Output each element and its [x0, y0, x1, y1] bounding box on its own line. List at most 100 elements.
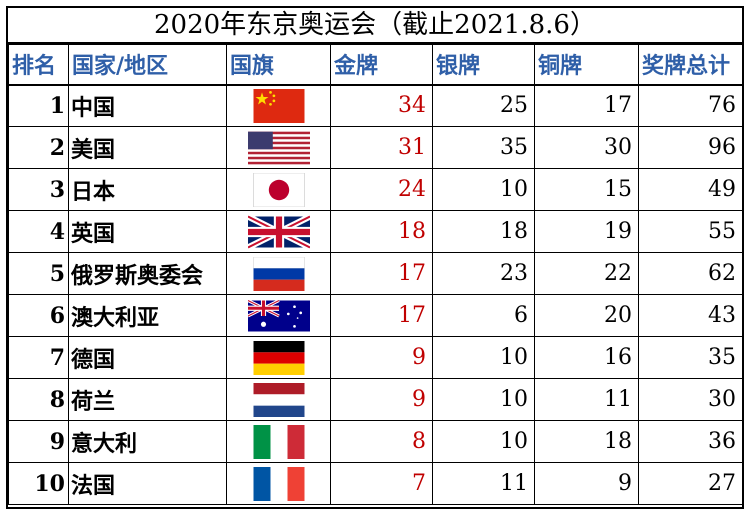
- total-cell: 62: [638, 252, 743, 295]
- rank-cell: 7: [8, 336, 69, 379]
- bronze-cell: 11: [534, 378, 639, 421]
- table-row: 5 俄罗斯奥委会 17 23 22 62: [8, 252, 743, 295]
- silver-cell: 18: [432, 210, 535, 253]
- silver-cell: 35: [432, 126, 535, 169]
- table-header-row: 排名 国家/地区 国旗 金牌 银牌 铜牌 奖牌总计: [8, 44, 743, 86]
- gold-cell: 8: [330, 420, 433, 463]
- country-cell: 法国: [68, 462, 227, 505]
- total-cell: 43: [638, 294, 743, 337]
- bronze-cell: 15: [534, 168, 639, 211]
- flag-cell: [226, 420, 331, 463]
- bronze-cell: 22: [534, 252, 639, 295]
- rank-cell: 3: [8, 168, 69, 211]
- rank-cell: 9: [8, 420, 69, 463]
- table-row: 9 意大利 8 10 18 36: [8, 420, 743, 463]
- country-cell: 日本: [68, 168, 227, 211]
- netherlands-flag-icon: [248, 382, 310, 417]
- bronze-cell: 9: [534, 462, 639, 505]
- country-cell: 英国: [68, 210, 227, 253]
- silver-cell: 10: [432, 168, 535, 211]
- total-cell: 36: [638, 420, 743, 463]
- flag-cell: [226, 168, 331, 211]
- gold-cell: 24: [330, 168, 433, 211]
- silver-cell: 25: [432, 84, 535, 127]
- bronze-cell: 19: [534, 210, 639, 253]
- table-row: 7 德国 9 10 16 35: [8, 336, 743, 379]
- bronze-cell: 30: [534, 126, 639, 169]
- silver-cell: 10: [432, 420, 535, 463]
- gold-cell: 34: [330, 84, 433, 127]
- total-cell: 30: [638, 378, 743, 421]
- rank-cell: 2: [8, 126, 69, 169]
- gold-cell: 9: [330, 336, 433, 379]
- bronze-cell: 17: [534, 84, 639, 127]
- country-cell: 中国: [68, 84, 227, 127]
- table-row: 4 英国 18 18 19 55: [8, 210, 743, 253]
- gold-cell: 31: [330, 126, 433, 169]
- header-silver: 银牌: [432, 44, 535, 86]
- russia-flag-icon: [248, 256, 310, 291]
- total-cell: 96: [638, 126, 743, 169]
- total-cell: 55: [638, 210, 743, 253]
- header-rank: 排名: [8, 44, 69, 86]
- silver-cell: 10: [432, 378, 535, 421]
- table-row: 2 美国 31 35 30 96: [8, 126, 743, 169]
- silver-cell: 10: [432, 336, 535, 379]
- gold-cell: 17: [330, 252, 433, 295]
- flag-cell: [226, 378, 331, 421]
- table-row: 1 中国 34 25 17 76: [8, 84, 743, 127]
- header-country: 国家/地区: [68, 44, 227, 86]
- country-cell: 俄罗斯奥委会: [68, 252, 227, 295]
- table-row: 8 荷兰 9 10 11 30: [8, 378, 743, 421]
- gold-cell: 7: [330, 462, 433, 505]
- country-cell: 荷兰: [68, 378, 227, 421]
- total-cell: 27: [638, 462, 743, 505]
- medal-table-sheet: 2020年东京奥运会（截止2021.8.6） 排名 国家/地区 国旗 金牌 银牌…: [6, 6, 744, 509]
- table-row: 10 法国 7 11 9 27: [8, 462, 743, 505]
- medal-table: 排名 国家/地区 国旗 金牌 银牌 铜牌 奖牌总计 1 中国 34 25 17 76 2 美国…: [8, 44, 743, 505]
- country-cell: 美国: [68, 126, 227, 169]
- total-cell: 35: [638, 336, 743, 379]
- rank-cell: 8: [8, 378, 69, 421]
- usa-flag-icon: [247, 131, 310, 165]
- china-flag-icon: [248, 88, 310, 123]
- rank-cell: 1: [8, 84, 69, 127]
- country-cell: 德国: [68, 336, 227, 379]
- silver-cell: 6: [432, 294, 535, 337]
- france-flag-icon: [248, 466, 310, 501]
- germany-flag-icon: [248, 340, 310, 375]
- japan-flag-icon: [248, 172, 310, 207]
- bronze-cell: 18: [534, 420, 639, 463]
- uk-flag-icon: [247, 214, 310, 249]
- australia-flag-icon: [247, 298, 310, 333]
- total-cell: 49: [638, 168, 743, 211]
- rank-cell: 6: [8, 294, 69, 337]
- bronze-cell: 20: [534, 294, 639, 337]
- flag-cell: [226, 462, 331, 505]
- silver-cell: 11: [432, 462, 535, 505]
- total-cell: 76: [638, 84, 743, 127]
- flag-cell: [226, 252, 331, 295]
- silver-cell: 23: [432, 252, 535, 295]
- flag-cell: [226, 336, 331, 379]
- page-title: 2020年东京奥运会（截止2021.8.6）: [8, 8, 742, 44]
- flag-cell: [226, 294, 331, 337]
- country-cell: 澳大利亚: [68, 294, 227, 337]
- rank-cell: 10: [8, 462, 69, 505]
- rank-cell: 4: [8, 210, 69, 253]
- gold-cell: 9: [330, 378, 433, 421]
- italy-flag-icon: [248, 424, 310, 459]
- flag-cell: [226, 210, 331, 253]
- header-flag: 国旗: [226, 44, 331, 86]
- rank-cell: 5: [8, 252, 69, 295]
- gold-cell: 17: [330, 294, 433, 337]
- header-total: 奖牌总计: [638, 44, 743, 86]
- header-gold: 金牌: [330, 44, 433, 86]
- flag-cell: [226, 126, 331, 169]
- flag-cell: [226, 84, 331, 127]
- header-bronze: 铜牌: [534, 44, 639, 86]
- gold-cell: 18: [330, 210, 433, 253]
- table-row: 6 澳大利亚 17 6 20 43: [8, 294, 743, 337]
- country-cell: 意大利: [68, 420, 227, 463]
- bronze-cell: 16: [534, 336, 639, 379]
